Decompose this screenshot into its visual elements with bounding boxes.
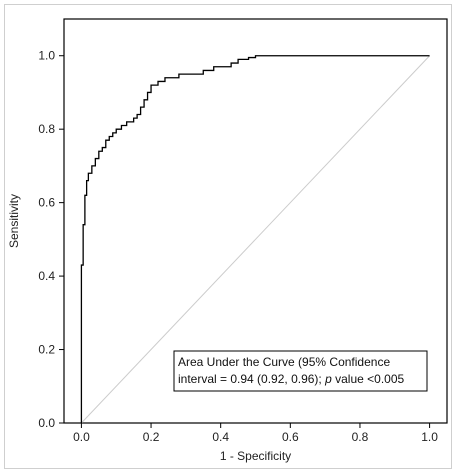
y-tick-label: 0.8 — [38, 122, 55, 136]
auc-annotation: Area Under the Curve (95% Confidence int… — [173, 350, 428, 392]
y-axis-title: Sensitivity — [7, 194, 21, 248]
annotation-box — [173, 350, 428, 392]
y-tick-label: 0.6 — [38, 196, 55, 210]
x-axis-title: 1 - Specificity — [220, 449, 291, 463]
roc-curve-line — [80, 55, 430, 423]
y-tick-label: 0.0 — [38, 416, 55, 430]
x-tick-label: 0.8 — [352, 430, 369, 444]
reference-diagonal-layer — [81, 55, 430, 424]
y-tick-label: 1.0 — [38, 49, 55, 63]
x-tick-label: 0.0 — [73, 430, 90, 444]
y-tick-label: 0.4 — [38, 269, 55, 283]
x-tick-label: 0.2 — [143, 430, 160, 444]
x-tick-label: 1.0 — [421, 430, 438, 444]
annotation-line-2-prefix: interval = 0.94 (0.92, 0.96); — [178, 372, 325, 386]
annotation-line-1: Area Under the Curve (95% Confidence — [178, 355, 390, 369]
annotation-line-2-suffix: value <0.005 — [332, 372, 405, 386]
x-tick-label: 0.6 — [282, 430, 299, 444]
plot-area — [63, 18, 448, 424]
y-axis-ticks: 0.0 0.2 0.4 0.6 0.8 1.0 — [38, 49, 64, 430]
x-tick-label: 0.4 — [212, 430, 229, 444]
y-tick-label: 0.2 — [38, 343, 55, 357]
series-layer — [80, 55, 430, 423]
annotation-line-2: interval = 0.94 (0.92, 0.96); p value <0… — [178, 372, 405, 386]
reference-diagonal-line — [81, 55, 430, 424]
x-axis-ticks: 0.0 0.2 0.4 0.6 0.8 1.0 — [73, 423, 438, 444]
annotation-p-italic: p — [324, 372, 332, 386]
